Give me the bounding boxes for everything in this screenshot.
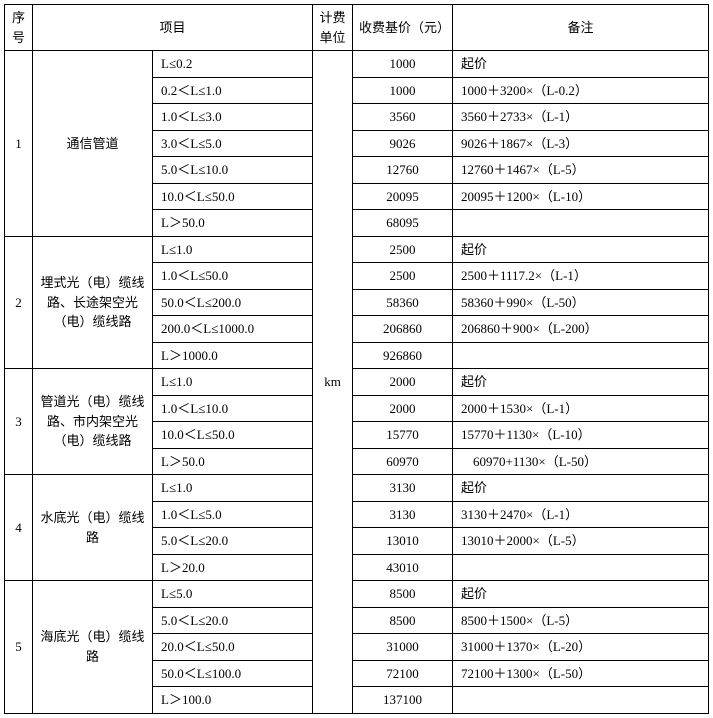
price-cell: 58360 — [353, 289, 453, 316]
remark-cell: 9026＋1867×（L-3） — [453, 130, 709, 157]
range-cell: L≤1.0 — [153, 369, 313, 396]
remark-cell: 起价 — [453, 51, 709, 78]
range-cell: 200.0＜L≤1000.0 — [153, 316, 313, 343]
remark-cell: 72100＋1300×（L-50） — [453, 660, 709, 687]
price-cell: 15770 — [353, 422, 453, 449]
price-cell: 12760 — [353, 157, 453, 184]
remark-cell: 2000＋1530×（L-1） — [453, 395, 709, 422]
remark-cell: 3560＋2733×（L-1） — [453, 104, 709, 131]
range-cell: 20.0＜L≤50.0 — [153, 634, 313, 661]
range-cell: 1.0＜L≤50.0 — [153, 263, 313, 290]
header-item: 项目 — [33, 5, 313, 51]
price-cell: 68095 — [353, 210, 453, 237]
seq-cell: 1 — [5, 51, 33, 237]
price-cell: 2500 — [353, 263, 453, 290]
remark-cell — [453, 687, 709, 714]
category-cell: 水底光（电）缆线路 — [33, 475, 153, 581]
range-cell: L＞50.0 — [153, 210, 313, 237]
remark-cell: 12760＋1467×（L-5） — [453, 157, 709, 184]
range-cell: 5.0＜L≤20.0 — [153, 607, 313, 634]
range-cell: L＞20.0 — [153, 554, 313, 581]
range-cell: 5.0＜L≤10.0 — [153, 157, 313, 184]
price-cell: 13010 — [353, 528, 453, 555]
price-cell: 3560 — [353, 104, 453, 131]
remark-cell: 起价 — [453, 475, 709, 502]
remark-cell: 13010＋2000×（L-5） — [453, 528, 709, 555]
price-cell: 2000 — [353, 369, 453, 396]
category-cell: 通信管道 — [33, 51, 153, 237]
range-cell: L≤0.2 — [153, 51, 313, 78]
remark-cell: 3130＋2470×（L-1） — [453, 501, 709, 528]
table-row: 3管道光（电）缆线路、市内架空光（电）缆线路L≤1.02000起价 — [5, 369, 709, 396]
range-cell: 1.0＜L≤3.0 — [153, 104, 313, 131]
table-row: 5海底光（电）缆线路L≤5.08500起价 — [5, 581, 709, 608]
price-cell: 137100 — [353, 687, 453, 714]
remark-cell — [453, 342, 709, 369]
table-body: 1通信管道L≤0.2km1000起价0.2＜L≤1.010001000＋3200… — [5, 51, 709, 714]
range-cell: 0.2＜L≤1.0 — [153, 77, 313, 104]
seq-cell: 4 — [5, 475, 33, 581]
remark-cell: 2500＋1117.2×（L-1） — [453, 263, 709, 290]
range-cell: 1.0＜L≤10.0 — [153, 395, 313, 422]
remark-cell: 起价 — [453, 369, 709, 396]
price-cell: 1000 — [353, 77, 453, 104]
price-cell: 43010 — [353, 554, 453, 581]
table-row: 4水底光（电）缆线路L≤1.03130起价 — [5, 475, 709, 502]
price-cell: 60970 — [353, 448, 453, 475]
price-cell: 2500 — [353, 236, 453, 263]
header-row: 序号 项目 计费单位 收费基价（元） 备注 — [5, 5, 709, 51]
remark-cell: 20095＋1200×（L-10） — [453, 183, 709, 210]
range-cell: L≤5.0 — [153, 581, 313, 608]
remark-cell: 起价 — [453, 581, 709, 608]
remark-cell: 起价 — [453, 236, 709, 263]
category-cell: 海底光（电）缆线路 — [33, 581, 153, 714]
remark-cell: 58360＋990×（L-50） — [453, 289, 709, 316]
remark-cell: 8500＋1500×（L-5） — [453, 607, 709, 634]
range-cell: 50.0＜L≤100.0 — [153, 660, 313, 687]
header-remark: 备注 — [453, 5, 709, 51]
range-cell: 5.0＜L≤20.0 — [153, 528, 313, 555]
remark-cell — [453, 554, 709, 581]
price-cell: 1000 — [353, 51, 453, 78]
range-cell: 10.0＜L≤50.0 — [153, 183, 313, 210]
price-cell: 8500 — [353, 581, 453, 608]
range-cell: 3.0＜L≤5.0 — [153, 130, 313, 157]
remark-cell: 206860＋900×（L-200） — [453, 316, 709, 343]
price-cell: 926860 — [353, 342, 453, 369]
remark-cell — [453, 210, 709, 237]
price-cell: 9026 — [353, 130, 453, 157]
category-cell: 管道光（电）缆线路、市内架空光（电）缆线路 — [33, 369, 153, 475]
seq-cell: 3 — [5, 369, 33, 475]
remark-cell: 15770＋1130×（L-10） — [453, 422, 709, 449]
price-cell: 3130 — [353, 501, 453, 528]
price-cell: 8500 — [353, 607, 453, 634]
category-cell: 埋式光（电）缆线路、长途架空光（电）缆线路 — [33, 236, 153, 369]
remark-cell: 31000＋1370×（L-20） — [453, 634, 709, 661]
range-cell: L≤1.0 — [153, 475, 313, 502]
range-cell: L＞50.0 — [153, 448, 313, 475]
seq-cell: 5 — [5, 581, 33, 714]
range-cell: L＞100.0 — [153, 687, 313, 714]
price-cell: 2000 — [353, 395, 453, 422]
price-cell: 3130 — [353, 475, 453, 502]
pricing-table: 序号 项目 计费单位 收费基价（元） 备注 1通信管道L≤0.2km1000起价… — [4, 4, 709, 714]
price-cell: 20095 — [353, 183, 453, 210]
price-cell: 206860 — [353, 316, 453, 343]
header-price: 收费基价（元） — [353, 5, 453, 51]
remark-cell: 1000＋3200×（L-0.2） — [453, 77, 709, 104]
seq-cell: 2 — [5, 236, 33, 369]
table-row: 2埋式光（电）缆线路、长途架空光（电）缆线路L≤1.02500起价 — [5, 236, 709, 263]
remark-cell: 60970+1130×（L-50） — [453, 448, 709, 475]
table-row: 1通信管道L≤0.2km1000起价 — [5, 51, 709, 78]
range-cell: L≤1.0 — [153, 236, 313, 263]
header-seq: 序号 — [5, 5, 33, 51]
range-cell: 1.0＜L≤5.0 — [153, 501, 313, 528]
price-cell: 31000 — [353, 634, 453, 661]
header-unit: 计费单位 — [313, 5, 353, 51]
range-cell: 50.0＜L≤200.0 — [153, 289, 313, 316]
unit-cell: km — [313, 51, 353, 714]
range-cell: 10.0＜L≤50.0 — [153, 422, 313, 449]
price-cell: 72100 — [353, 660, 453, 687]
range-cell: L＞1000.0 — [153, 342, 313, 369]
